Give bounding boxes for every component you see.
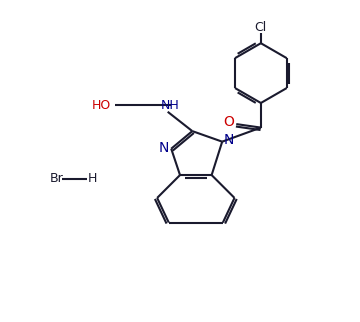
Text: H: H [87,172,97,185]
Text: N: N [158,141,169,155]
Text: N: N [224,133,234,147]
Text: NH: NH [161,99,180,112]
Text: HO: HO [92,99,111,112]
Text: Cl: Cl [255,21,267,34]
Text: Br: Br [50,172,64,185]
Text: O: O [223,115,234,129]
